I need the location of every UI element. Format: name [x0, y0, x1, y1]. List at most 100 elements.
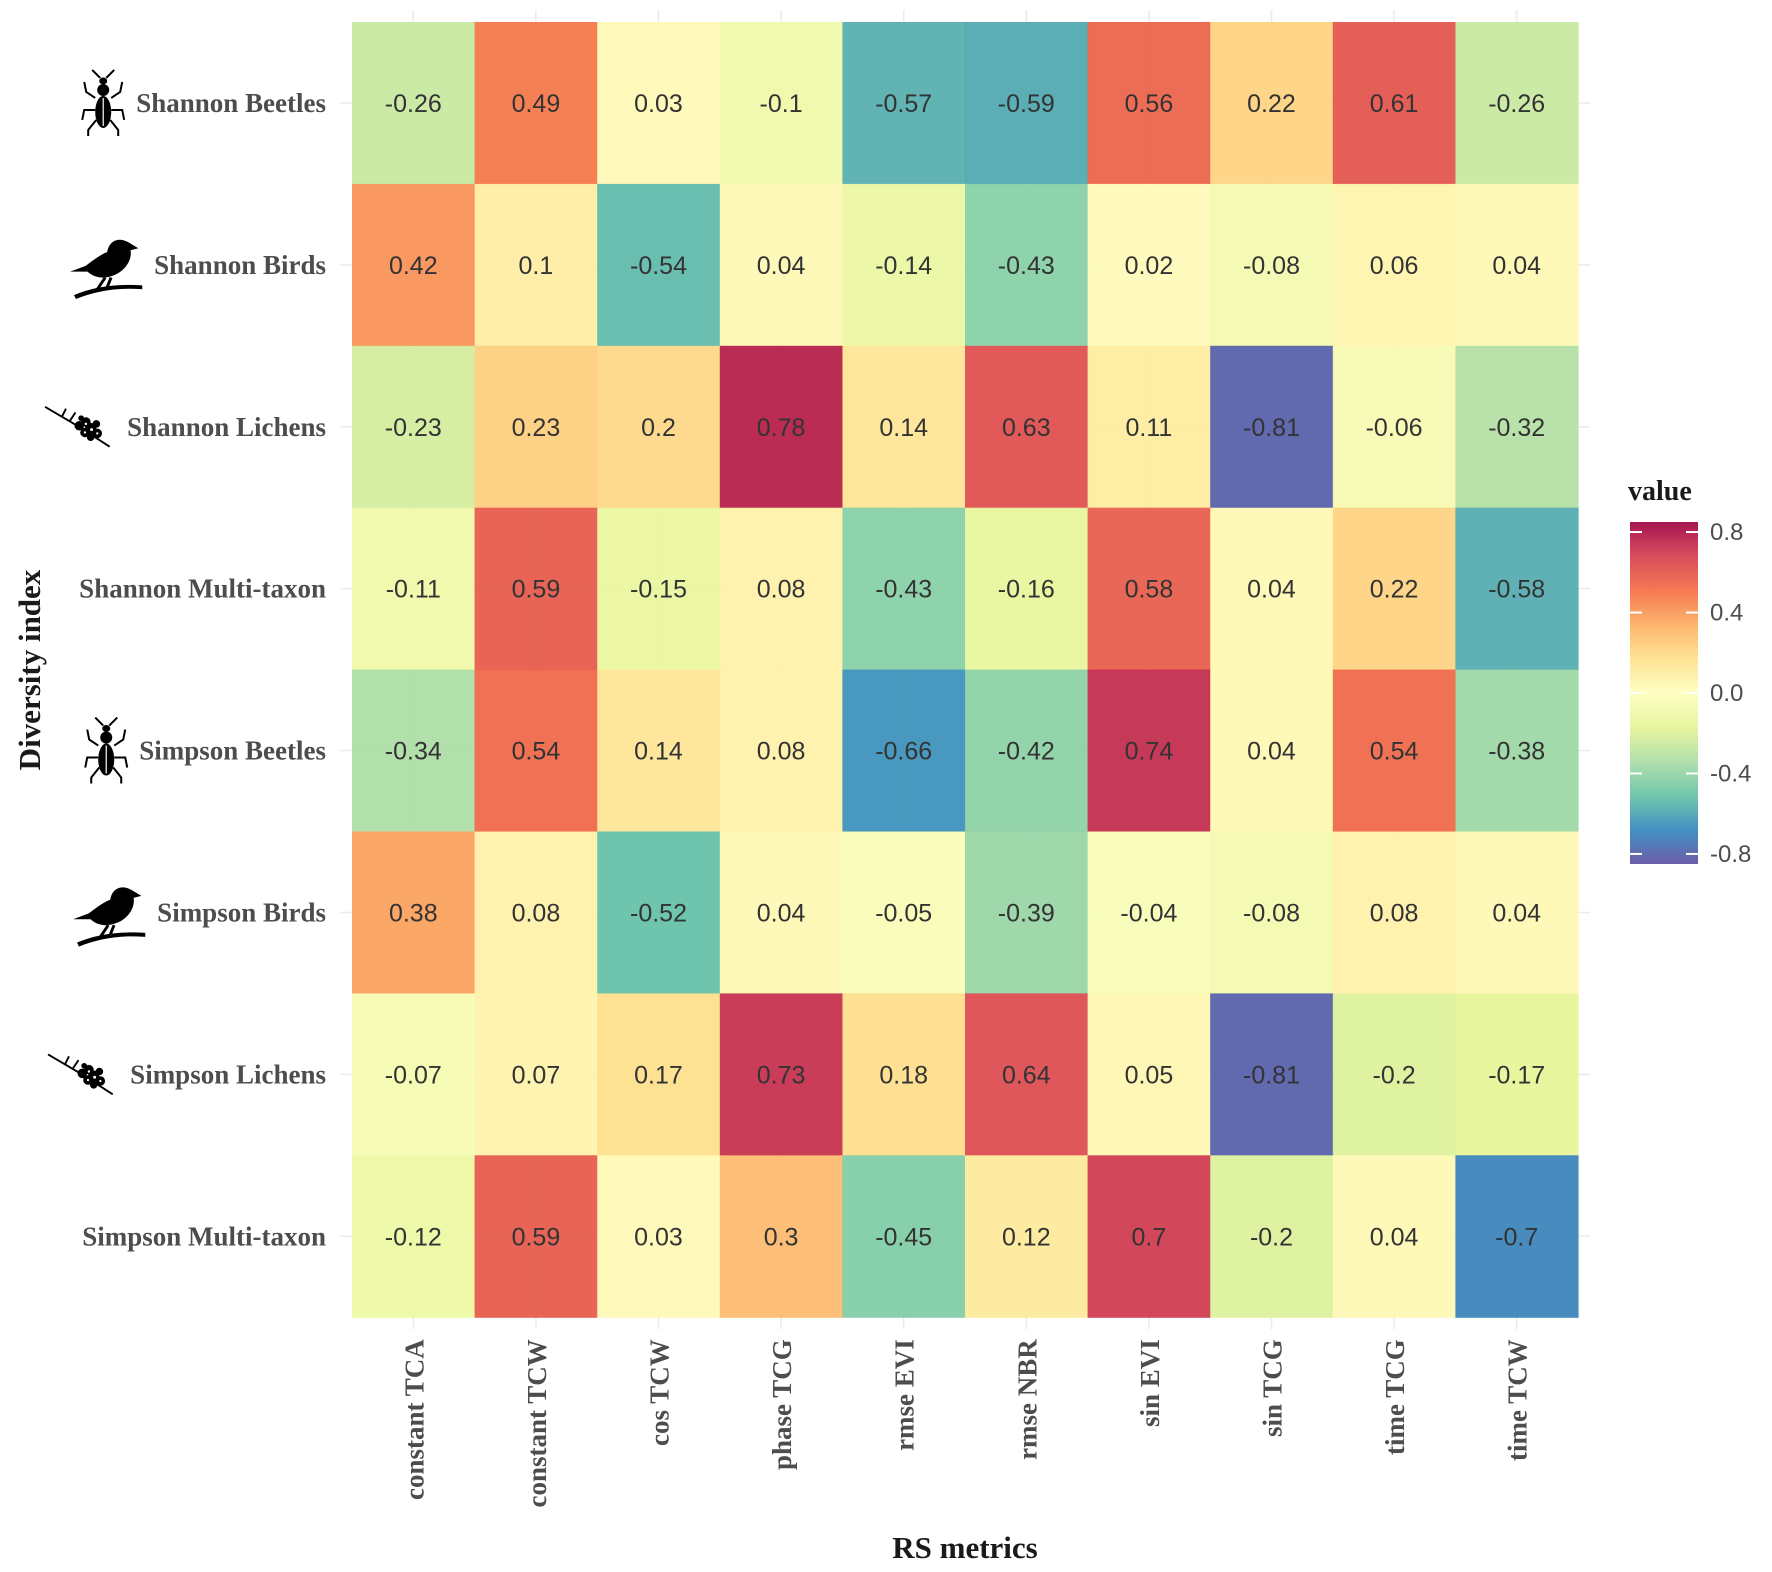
heatmap-cell — [1210, 669, 1334, 833]
heatmap-cell — [352, 831, 476, 994]
cell-value-label: 0.04 — [1492, 252, 1541, 280]
heatmap-cell — [1087, 345, 1211, 509]
cell-value-label: -0.38 — [1488, 738, 1545, 766]
heatmap-cell — [842, 1155, 966, 1318]
y-tick-label: Shannon Beetles — [136, 88, 326, 118]
cell-value-label: -0.34 — [385, 738, 442, 766]
heatmap-cell — [719, 831, 843, 994]
cell-value-label: -0.2 — [1250, 1223, 1293, 1251]
heatmap-cell — [474, 1155, 598, 1318]
heatmap-cell — [1087, 993, 1211, 1156]
heatmap-cell — [842, 507, 966, 671]
heatmap-cell — [1332, 22, 1456, 185]
cell-value-label: 0.7 — [1132, 1223, 1167, 1251]
y-tick-labels: Shannon Beetles Shannon Birds Shannon Lich… — [79, 88, 326, 1251]
heatmap-cell — [1210, 345, 1334, 509]
cell-value-label: 0.54 — [512, 738, 561, 766]
cell-value-label: 0.06 — [1370, 252, 1419, 280]
legend-tick-label: -0.8 — [1710, 841, 1751, 868]
y-tick-label: Simpson Lichens — [130, 1059, 326, 1089]
heatmap-cells — [352, 22, 1579, 1318]
cell-value-label: 0.04 — [1247, 738, 1296, 766]
cell-value-label: 0.12 — [1002, 1223, 1051, 1251]
heatmap-cell — [474, 345, 598, 509]
x-tick-label: sin TCG — [1258, 1339, 1288, 1437]
cell-value-label: -0.12 — [385, 1223, 442, 1251]
cell-value-label: 0.78 — [757, 414, 806, 442]
heatmap-cell — [719, 669, 843, 833]
cell-value-label: 0.59 — [512, 1223, 561, 1251]
cell-value-label: -0.42 — [998, 738, 1055, 766]
cell-value-label: 0.08 — [512, 899, 561, 927]
heatmap-cell — [1332, 669, 1456, 833]
heatmap-cell — [1455, 345, 1579, 509]
cell-value-label: -0.07 — [385, 1061, 442, 1089]
cell-value-label: 0.07 — [512, 1061, 561, 1089]
heatmap-cell — [352, 507, 476, 671]
heatmap-cell — [597, 507, 721, 671]
x-tick-label: constant TCW — [522, 1339, 552, 1507]
cell-value-label: 0.04 — [757, 899, 806, 927]
heatmap-cell — [474, 507, 598, 671]
cell-value-label: 0.22 — [1370, 576, 1419, 604]
heatmap-cell — [719, 22, 843, 185]
heatmap-cell — [842, 183, 966, 347]
heatmap-cell — [719, 183, 843, 347]
x-tick-labels: constant TCA constant TCW cos TCW phase TCG… — [399, 1339, 1532, 1508]
x-tick-label: rmse NBR — [1012, 1339, 1042, 1460]
heatmap-cell — [597, 993, 721, 1156]
y-tick-label: Simpson Multi-taxon — [82, 1221, 326, 1251]
cell-value-label: -0.14 — [875, 252, 932, 280]
beetle-icon — [84, 716, 129, 785]
heatmap-cell — [965, 831, 1089, 994]
heatmap-cell — [597, 183, 721, 347]
heatmap-cell — [1332, 345, 1456, 509]
heatmap-cell — [842, 345, 966, 509]
heatmap-cell — [474, 22, 598, 185]
x-tick-label: sin EVI — [1135, 1339, 1165, 1427]
cell-value-label: -0.39 — [998, 899, 1055, 927]
heatmap-cell — [597, 1155, 721, 1318]
cell-value-label: 0.64 — [1002, 1061, 1051, 1089]
heatmap-cell — [597, 345, 721, 509]
heatmap-cell — [1455, 507, 1579, 671]
cell-value-label: -0.16 — [998, 576, 1055, 604]
cell-value-label: 0.02 — [1125, 252, 1174, 280]
cell-value-label: -0.52 — [630, 899, 687, 927]
x-tick-label: cos TCW — [645, 1339, 675, 1446]
x-tick-label: constant TCA — [399, 1339, 429, 1500]
cell-value-label: 0.08 — [1370, 899, 1419, 927]
cell-value-label: -0.17 — [1488, 1061, 1545, 1089]
x-tick-label: rmse EVI — [890, 1339, 920, 1451]
heatmap-cell — [352, 22, 476, 185]
cell-value-label: 0.04 — [1492, 899, 1541, 927]
heatmap-cell — [1210, 507, 1334, 671]
heatmap-cell — [597, 669, 721, 833]
cell-value-label: -0.26 — [385, 90, 442, 118]
cell-value-label: 0.03 — [634, 1223, 683, 1251]
y-tick-label: Shannon Birds — [154, 250, 326, 280]
y-axis-title: Diversity index — [12, 569, 47, 770]
cell-value-label: -0.32 — [1488, 414, 1545, 442]
cell-value-label: 0.05 — [1125, 1061, 1174, 1089]
heatmap-cell — [1210, 831, 1334, 994]
cell-value-label: 0.63 — [1002, 414, 1051, 442]
cell-value-label: -0.15 — [630, 576, 687, 604]
y-tick-label: Shannon Multi-taxon — [79, 574, 326, 604]
heatmap-cell — [597, 22, 721, 185]
heatmap-cell — [1455, 1155, 1579, 1318]
lichen-icon — [47, 1053, 114, 1096]
cell-value-label: -0.06 — [1366, 414, 1423, 442]
heatmap-cell — [719, 345, 843, 509]
cell-value-label: 0.3 — [764, 1223, 799, 1251]
heatmap-cell — [352, 183, 476, 347]
x-tick-label: time TCG — [1380, 1339, 1410, 1455]
cell-value-label: 0.54 — [1370, 738, 1419, 766]
heatmap-cell — [965, 183, 1089, 347]
heatmap-cell — [597, 831, 721, 994]
heatmap-cell — [1087, 831, 1211, 994]
cell-value-label: 0.14 — [879, 414, 928, 442]
heatmap-cell — [352, 345, 476, 509]
y-tick-label: Simpson Beetles — [139, 736, 326, 766]
heatmap-cell — [842, 22, 966, 185]
